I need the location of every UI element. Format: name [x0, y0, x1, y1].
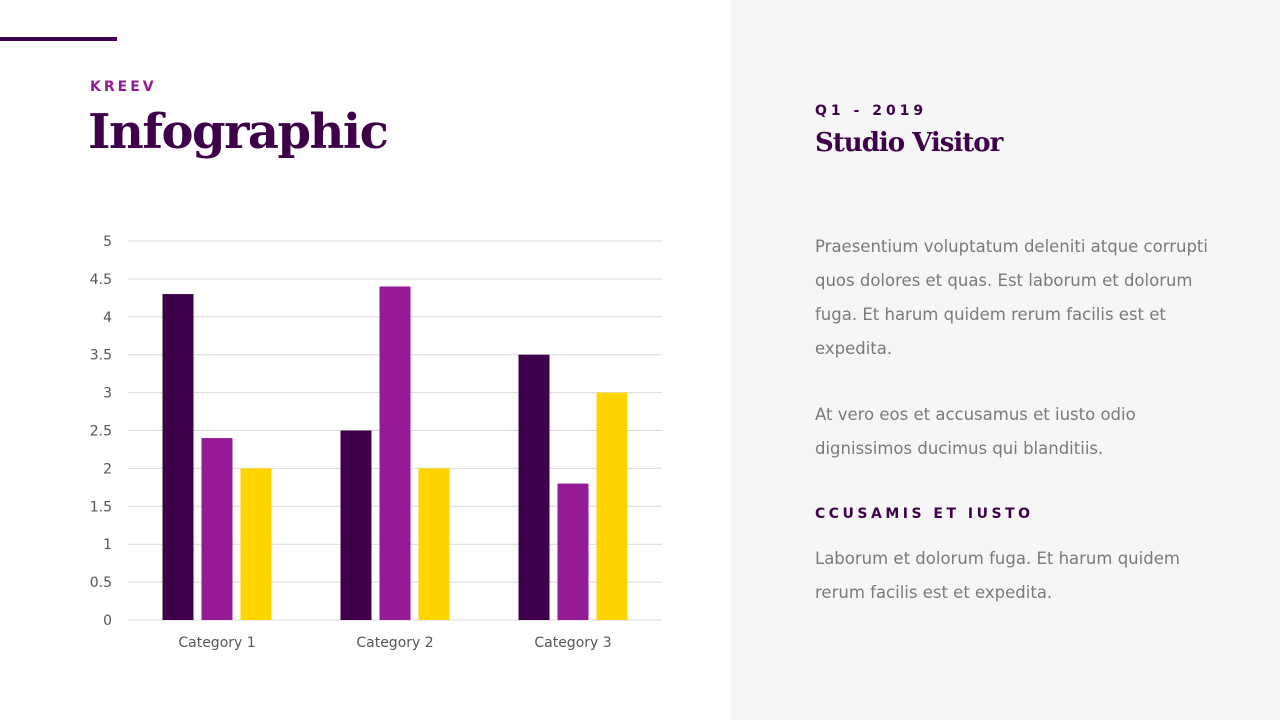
y-tick-label: 2.5: [90, 424, 112, 440]
y-tick-label: 1: [103, 537, 112, 553]
paragraph-3: Laborum et dolorum fuga. Et harum quidem…: [815, 549, 1180, 602]
y-tick-label: 2: [103, 461, 112, 477]
y-tick-label: 3: [103, 386, 112, 402]
y-tick-label: 5: [103, 234, 112, 250]
bar-series-2: [379, 286, 411, 620]
x-category-label: Category 1: [178, 635, 255, 651]
period-label: Q1 - 2019: [815, 103, 928, 119]
bar-series-3: [240, 468, 272, 620]
panel-title: Studio Visitor: [815, 128, 1003, 158]
bar-series-1: [518, 354, 550, 620]
y-tick-label: 0: [103, 613, 112, 629]
page-title: Infographic: [88, 104, 389, 160]
accent-line: [0, 37, 117, 41]
bar-series-2: [557, 483, 589, 620]
y-tick-label: 4.5: [90, 272, 112, 288]
bar-series-2: [201, 438, 233, 620]
y-tick-label: 4: [103, 310, 112, 326]
y-tick-label: 1.5: [90, 499, 112, 515]
y-tick-label: 3.5: [90, 348, 112, 364]
paragraph-2: At vero eos et accusamus et iusto odio d…: [815, 405, 1136, 458]
bar-series-1: [162, 294, 194, 620]
bar-series-3: [596, 392, 628, 620]
x-category-label: Category 2: [356, 635, 433, 651]
bar-series-1: [340, 430, 372, 620]
paragraph-1: Praesentium voluptatum deleniti atque co…: [815, 237, 1208, 358]
bar-chart: 0 0.5 1 1.5 2 2.5 3 3.5 4 4.5 5 Category 1 Category …: [70, 225, 690, 665]
subheading: CCUSAMIS ET IUSTO: [815, 506, 1034, 522]
y-tick-label: 0.5: [90, 575, 112, 591]
info-panel: Q1 - 2019 Studio Visitor Praesentium vol…: [731, 0, 1280, 720]
x-category-label: Category 3: [534, 635, 611, 651]
brand-label: KREEV: [90, 79, 157, 95]
bar-chart-svg: 0 0.5 1 1.5 2 2.5 3 3.5 4 4.5 5 Category 1 Category …: [90, 234, 662, 651]
bar-series-3: [418, 468, 450, 620]
